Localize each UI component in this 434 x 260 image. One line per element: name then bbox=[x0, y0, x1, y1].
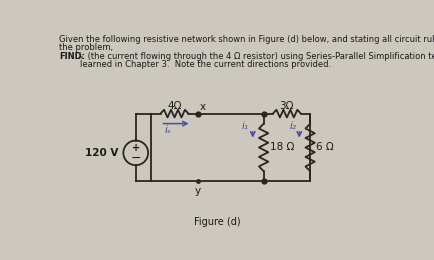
Text: iₛ: iₛ bbox=[164, 125, 171, 135]
Text: 18 Ω: 18 Ω bbox=[269, 142, 293, 152]
Text: 4Ω: 4Ω bbox=[167, 101, 181, 111]
Text: FIND:: FIND: bbox=[59, 52, 85, 61]
Text: 6 Ω: 6 Ω bbox=[316, 142, 333, 152]
Text: 3Ω: 3Ω bbox=[279, 101, 293, 111]
Text: i₂: i₂ bbox=[289, 121, 296, 131]
Text: 120 V: 120 V bbox=[85, 148, 118, 158]
Text: y: y bbox=[194, 186, 201, 196]
Text: i₁: i₁ bbox=[241, 121, 248, 131]
Text: Given the following resistive network shown in Figure (d) below, and stating all: Given the following resistive network sh… bbox=[59, 35, 434, 44]
Text: +: + bbox=[132, 143, 139, 153]
Text: Figure (d): Figure (d) bbox=[194, 217, 240, 227]
Text: −: − bbox=[130, 152, 141, 165]
Text: x: x bbox=[200, 102, 206, 112]
Text: learned in Chapter 3.  Note the current directions provided.: learned in Chapter 3. Note the current d… bbox=[59, 60, 330, 69]
Text: (the current flowing through the 4 Ω resistor) using Series-Parallel Simplificat: (the current flowing through the 4 Ω res… bbox=[85, 52, 434, 61]
Text: the problem,: the problem, bbox=[59, 43, 113, 52]
Text: iₛ: iₛ bbox=[79, 52, 85, 61]
